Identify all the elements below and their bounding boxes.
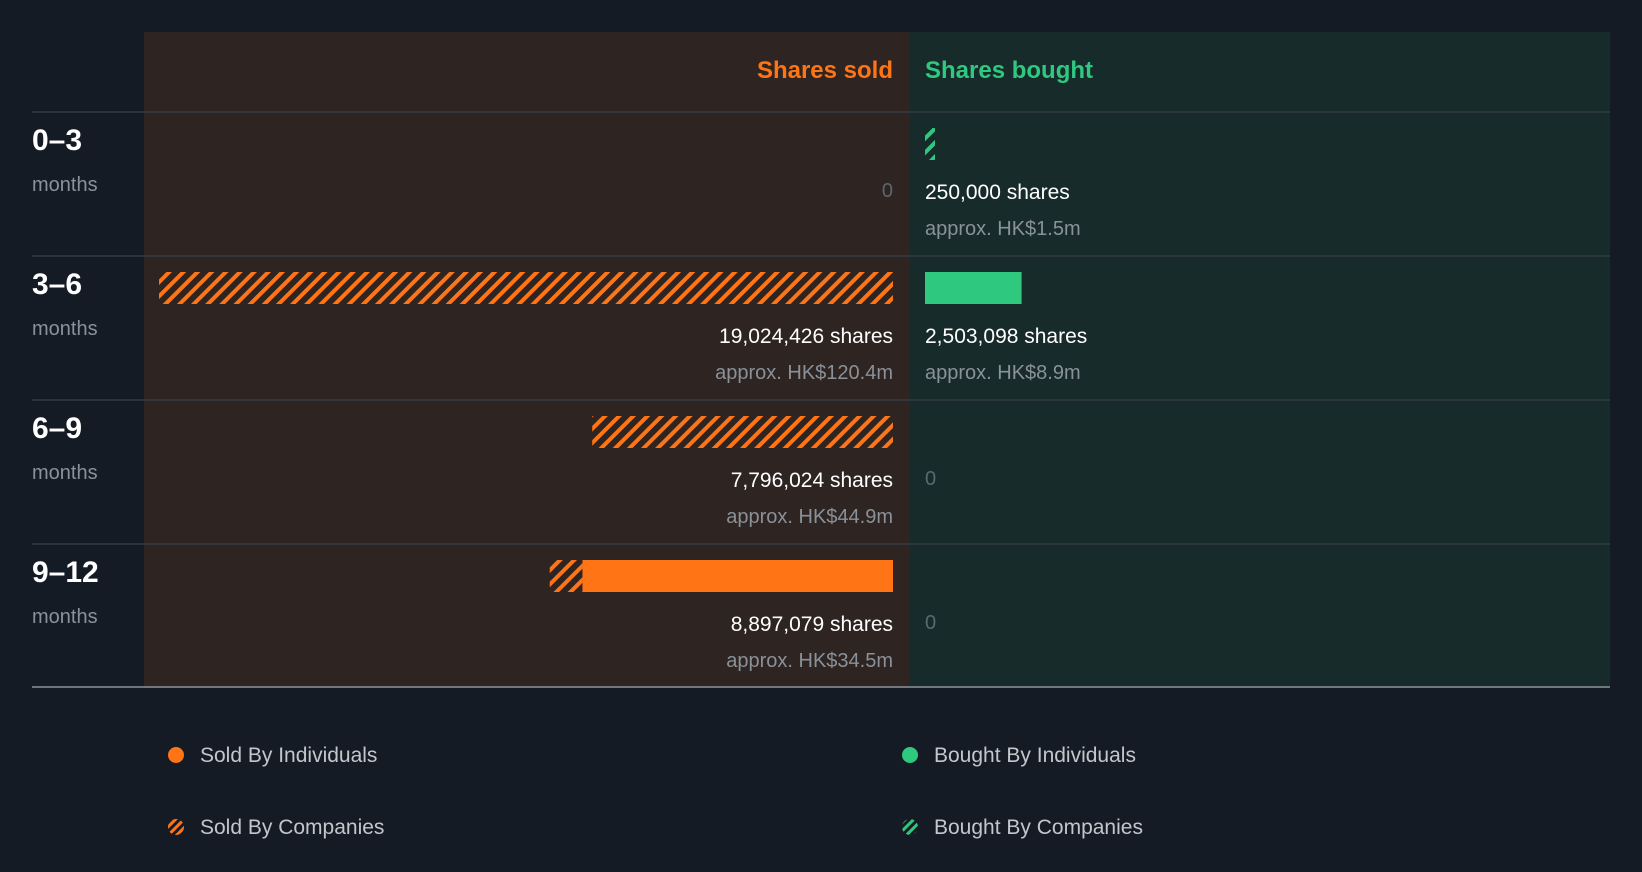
period-unit: months — [32, 462, 98, 484]
sold-approx-value: approx. HK$44.9m — [726, 506, 893, 528]
period-rows: 0–3 months 0 250,000 shares approx. HK$1.5m 3… — [32, 111, 1610, 672]
period-label: 3–6 — [32, 268, 82, 301]
bought-approx-value: approx. HK$8.9m — [925, 362, 1081, 384]
bought-individuals-bar — [925, 272, 1022, 304]
legend: Sold By Individuals Bought By Individuals… — [168, 744, 1143, 839]
legend-label: Sold By Individuals — [200, 744, 377, 767]
sold-approx-value: approx. HK$34.5m — [726, 650, 893, 672]
sold-shares-value: 8,897,079 shares — [731, 613, 893, 636]
period-label: 0–3 — [32, 124, 82, 157]
period-label: 9–12 — [32, 556, 99, 589]
legend-swatch — [168, 819, 184, 835]
legend-swatch — [902, 819, 918, 835]
legend-swatch — [168, 747, 184, 763]
bought-zero-value: 0 — [925, 468, 936, 490]
period-label: 6–9 — [32, 412, 82, 445]
bought-shares-value: 250,000 shares — [925, 181, 1070, 204]
sold-zero-value: 0 — [882, 180, 893, 202]
legend-label: Bought By Companies — [934, 816, 1143, 839]
bought-companies-bar — [925, 128, 935, 160]
bought-shares-value: 2,503,098 shares — [925, 325, 1087, 348]
period-unit: months — [32, 174, 98, 196]
bought-zero-value: 0 — [925, 612, 936, 634]
legend-label: Bought By Individuals — [934, 744, 1136, 767]
sold-companies-bar — [592, 416, 893, 448]
legend-swatch — [902, 747, 918, 763]
period-unit: months — [32, 318, 98, 340]
bought-panel — [909, 32, 1610, 688]
sold-individuals-bar — [582, 560, 893, 592]
sold-shares-value: 19,024,426 shares — [719, 325, 893, 348]
legend-label: Sold By Companies — [200, 816, 384, 839]
sold-header: Shares sold — [757, 57, 893, 84]
sold-shares-value: 7,796,024 shares — [731, 469, 893, 492]
sold-companies-bar — [159, 272, 893, 304]
sold-approx-value: approx. HK$120.4m — [715, 362, 893, 384]
sold-companies-bar — [549, 560, 583, 592]
bought-approx-value: approx. HK$1.5m — [925, 218, 1081, 240]
period-unit: months — [32, 606, 98, 628]
bought-header: Shares bought — [925, 57, 1093, 84]
